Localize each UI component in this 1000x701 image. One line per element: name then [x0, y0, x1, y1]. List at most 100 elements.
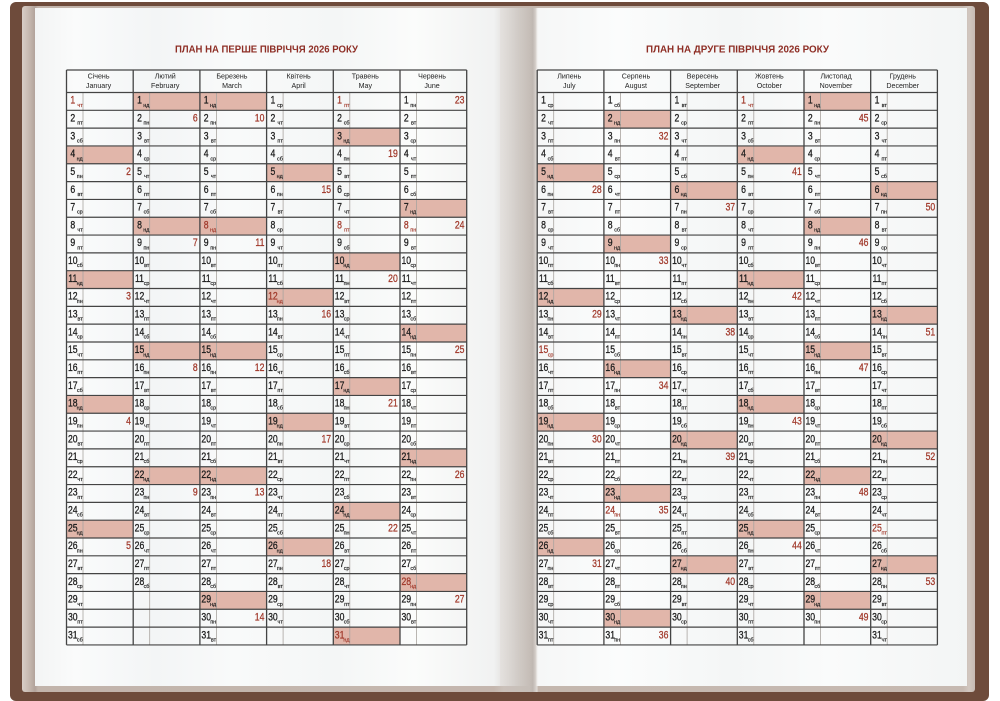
svg-text:нд: нд [614, 245, 621, 251]
svg-text:7: 7 [337, 202, 342, 214]
svg-text:6: 6 [741, 184, 746, 196]
svg-text:пт: пт [748, 620, 754, 626]
svg-text:16: 16 [805, 362, 815, 374]
svg-text:17: 17 [135, 380, 145, 392]
svg-text:пт: пт [277, 263, 283, 269]
svg-text:9: 9 [674, 237, 679, 249]
svg-text:18: 18 [605, 398, 615, 410]
svg-text:вт: вт [77, 441, 83, 447]
svg-text:46: 46 [859, 237, 869, 249]
svg-text:нд: нд [343, 388, 350, 394]
svg-text:28: 28 [335, 576, 345, 588]
svg-text:пт: пт [548, 263, 554, 269]
svg-text:8: 8 [541, 219, 546, 231]
svg-text:March: March [222, 82, 242, 90]
svg-text:пт: пт [815, 192, 821, 198]
svg-text:вт: вт [344, 424, 350, 430]
svg-text:50: 50 [926, 202, 936, 214]
svg-text:25: 25 [268, 522, 278, 534]
svg-text:чт: чт [882, 637, 888, 643]
svg-text:3: 3 [270, 130, 275, 142]
svg-text:13: 13 [739, 309, 749, 321]
svg-text:2: 2 [608, 113, 613, 125]
svg-text:сб: сб [681, 174, 687, 180]
svg-text:5: 5 [137, 166, 142, 178]
svg-text:чт: чт [882, 513, 888, 519]
svg-text:пн: пн [881, 459, 887, 465]
svg-text:ср: ср [814, 281, 820, 287]
svg-text:пн: пн [614, 138, 620, 144]
svg-text:ср: ср [614, 299, 620, 305]
svg-text:пн: пн [77, 299, 83, 305]
svg-text:нд: нд [210, 352, 217, 358]
svg-text:30: 30 [805, 611, 815, 623]
svg-text:чт: чт [77, 103, 83, 109]
svg-text:Квітень: Квітень [287, 72, 312, 80]
svg-text:сб: сб [614, 477, 620, 483]
svg-text:28: 28 [805, 576, 815, 588]
svg-text:чт: чт [411, 406, 417, 412]
svg-text:чт: чт [77, 352, 83, 358]
svg-text:21: 21 [135, 451, 145, 463]
svg-text:чт: чт [77, 477, 83, 483]
svg-text:13: 13 [672, 309, 682, 321]
svg-text:ср: ср [814, 406, 820, 412]
svg-text:19: 19 [739, 415, 749, 427]
svg-text:Травень: Травень [352, 72, 379, 80]
svg-text:17: 17 [739, 380, 749, 392]
svg-text:14: 14 [605, 326, 615, 338]
svg-text:сб: сб [77, 263, 83, 269]
svg-text:чт: чт [278, 121, 284, 127]
svg-text:24: 24 [455, 219, 465, 231]
svg-text:нд: нд [143, 352, 150, 358]
svg-text:11: 11 [268, 273, 277, 285]
svg-text:26: 26 [135, 540, 145, 552]
svg-text:сб: сб [681, 424, 687, 430]
svg-text:17: 17 [401, 380, 411, 392]
svg-text:ср: ср [410, 263, 416, 269]
svg-text:ср: ср [277, 228, 283, 234]
svg-text:сб: сб [814, 584, 820, 590]
svg-text:нд: нд [814, 352, 821, 358]
svg-text:пт: пт [411, 424, 417, 430]
svg-text:сб: сб [748, 138, 754, 144]
svg-text:20: 20 [388, 273, 398, 285]
svg-text:4: 4 [204, 148, 209, 160]
svg-text:27: 27 [672, 558, 682, 570]
svg-text:нд: нд [77, 156, 84, 162]
svg-text:чт: чт [211, 174, 217, 180]
svg-text:7: 7 [193, 237, 198, 249]
svg-text:7: 7 [608, 202, 613, 214]
svg-text:18: 18 [872, 398, 882, 410]
svg-text:пт: пт [748, 245, 754, 251]
svg-text:1: 1 [70, 95, 75, 107]
svg-text:22: 22 [872, 469, 882, 481]
svg-text:вт: вт [548, 334, 554, 340]
svg-text:12: 12 [201, 291, 211, 303]
svg-text:ПЛАН НА ПЕРШЕ ПІВРІЧЧЯ 2026 РО: ПЛАН НА ПЕРШЕ ПІВРІЧЧЯ 2026 РОКУ [175, 45, 359, 56]
svg-text:нд: нд [77, 406, 84, 412]
svg-text:23: 23 [68, 487, 78, 499]
svg-text:пт: пт [211, 192, 217, 198]
svg-text:сб: сб [344, 121, 350, 127]
svg-text:16: 16 [401, 362, 411, 374]
svg-text:14: 14 [201, 326, 211, 338]
svg-text:10: 10 [68, 255, 78, 267]
svg-text:34: 34 [659, 380, 669, 392]
svg-text:сб: сб [614, 602, 620, 608]
svg-text:10: 10 [805, 255, 815, 267]
svg-text:пт: пт [882, 281, 888, 287]
svg-text:21: 21 [335, 451, 345, 463]
svg-text:ср: ср [748, 584, 754, 590]
svg-text:23: 23 [268, 487, 278, 499]
svg-text:10: 10 [605, 255, 615, 267]
svg-text:вт: вт [815, 138, 821, 144]
svg-text:17: 17 [805, 380, 815, 392]
svg-text:ср: ср [277, 352, 283, 358]
svg-text:вт: вт [548, 584, 554, 590]
svg-text:пн: пн [614, 513, 620, 519]
svg-text:24: 24 [805, 505, 815, 517]
svg-text:31: 31 [739, 629, 749, 641]
svg-text:пт: пт [277, 388, 283, 394]
svg-text:ср: ср [548, 103, 554, 109]
